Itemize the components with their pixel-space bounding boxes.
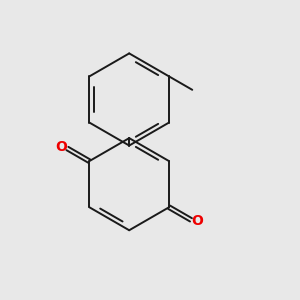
- Text: O: O: [55, 140, 67, 154]
- Text: O: O: [192, 214, 203, 228]
